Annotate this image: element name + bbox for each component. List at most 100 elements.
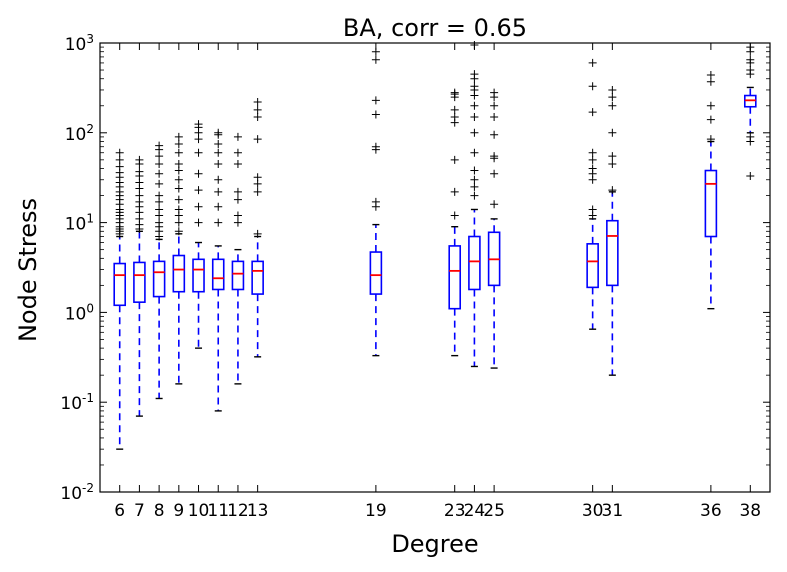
flier-point [174, 132, 183, 141]
flier-point [253, 135, 262, 144]
box-body [172, 254, 186, 293]
flier-point [253, 105, 262, 114]
flier-point [253, 187, 262, 196]
flier-point [371, 110, 380, 119]
flier-point [588, 58, 597, 67]
flier-point [233, 159, 242, 168]
flier-point [450, 155, 459, 164]
flier-point [155, 218, 164, 227]
flier-point [233, 187, 242, 196]
box-body [704, 169, 718, 238]
y-tick-label: 102 [65, 122, 94, 145]
x-tick-label: 10 [188, 501, 210, 521]
x-tick-label: 9 [173, 501, 184, 521]
x-tick-label: 13 [247, 501, 269, 521]
box-body [133, 261, 146, 303]
flier-point [588, 82, 597, 91]
flier-point [470, 166, 479, 175]
y-axis-label: Node Stress [14, 198, 42, 342]
flier-point [233, 148, 242, 157]
flier-point [490, 101, 499, 110]
flier-point [174, 195, 183, 204]
flier-point [115, 148, 124, 157]
flier-point [371, 197, 380, 206]
flier-point [135, 191, 144, 200]
flier-point [174, 140, 183, 149]
flier-point [174, 175, 183, 184]
flier-point [470, 70, 479, 79]
box-body [211, 258, 225, 291]
flier-point [706, 71, 715, 80]
flier-point [588, 205, 597, 214]
flier-point [214, 202, 223, 211]
flier-point [588, 164, 597, 173]
flier-point [450, 211, 459, 220]
flier-point [214, 128, 223, 137]
x-axis-label: Degree [391, 530, 478, 558]
flier-point [194, 202, 203, 211]
y-tick-label: 103 [65, 32, 94, 55]
flier-point [371, 96, 380, 105]
flier-point [490, 130, 499, 139]
flier-point [371, 55, 380, 64]
flier-point [608, 152, 617, 161]
x-tick-label: 25 [483, 501, 505, 521]
flier-point [706, 77, 715, 86]
flier-point [371, 142, 380, 151]
flier-point [706, 115, 715, 124]
flier-point [253, 112, 262, 121]
box-body [113, 262, 127, 307]
flier-point [135, 155, 144, 164]
box-body [251, 260, 264, 295]
flier-point [214, 175, 223, 184]
flier-point [470, 101, 479, 110]
flier-point [608, 101, 617, 110]
flier-point [450, 187, 459, 196]
box-body [231, 260, 245, 291]
flier-point [174, 218, 183, 227]
chart-title: BA, corr = 0.65 [343, 14, 527, 42]
flier-point [174, 184, 183, 193]
flier-point [233, 132, 242, 141]
box-body [369, 251, 383, 295]
flier-point [371, 47, 380, 56]
flier-point [490, 169, 499, 178]
flier-point [214, 148, 223, 157]
x-tick-label: 8 [154, 501, 165, 521]
flier-point [253, 173, 262, 182]
flier-point [470, 112, 479, 121]
x-tick-label: 12 [227, 501, 249, 521]
flier-point [115, 162, 124, 171]
x-tick-label: 24 [464, 501, 486, 521]
flier-point [450, 105, 459, 114]
flier-point [214, 218, 223, 227]
flier-point [608, 85, 617, 94]
flier-point [155, 159, 164, 168]
flier-point [608, 159, 617, 168]
flier-point [746, 66, 755, 75]
flier-point [233, 195, 242, 204]
flier-point [194, 218, 203, 227]
flier-point [608, 186, 617, 195]
flier-point [214, 187, 223, 196]
flier-point [253, 98, 262, 107]
flier-point [194, 120, 203, 129]
flier-point [490, 88, 499, 97]
x-tick-label: 6 [114, 501, 125, 521]
x-tick-label: 38 [739, 501, 761, 521]
y-tick-label: 100 [65, 301, 94, 324]
y-tick-label: 10-1 [60, 391, 94, 414]
flier-point [746, 43, 755, 52]
flier-point [155, 205, 164, 214]
flier-point [214, 159, 223, 168]
flier-point [450, 88, 459, 97]
flier-point [470, 82, 479, 91]
x-tick-label: 19 [365, 501, 387, 521]
box-body [468, 235, 481, 291]
flier-point [706, 101, 715, 110]
x-tick-label: 23 [444, 501, 466, 521]
flier-point [470, 191, 479, 200]
flier-point [746, 55, 755, 64]
box-body [606, 219, 619, 287]
flier-point [746, 172, 755, 181]
